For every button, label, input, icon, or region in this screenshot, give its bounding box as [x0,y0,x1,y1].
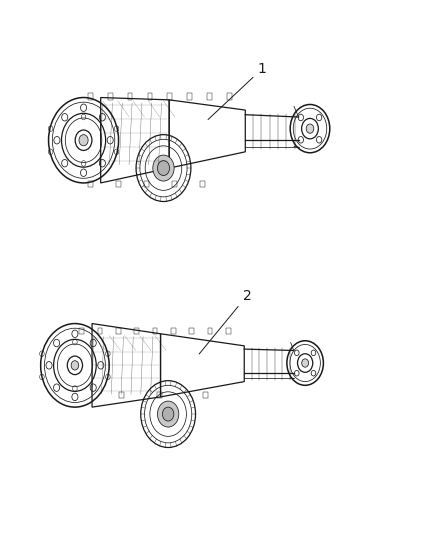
Circle shape [153,155,174,181]
Bar [189,328,194,334]
Bar [108,93,113,100]
Bar [134,328,139,334]
Bar [187,93,192,100]
Circle shape [158,401,179,427]
Bar [116,328,121,334]
Circle shape [306,124,314,133]
Circle shape [157,160,170,175]
Bar [226,328,230,334]
Bar [207,93,212,100]
Bar [200,181,205,187]
Bar [203,392,208,398]
Bar [227,93,232,100]
Bar [171,328,176,334]
Bar [88,181,93,187]
Bar [116,181,121,187]
Circle shape [71,361,79,370]
Bar [157,392,162,398]
Text: 1: 1 [208,62,267,119]
Circle shape [79,135,88,146]
Bar [98,328,102,334]
Bar [167,93,172,100]
Bar [144,181,149,187]
Circle shape [302,359,308,367]
Bar [172,181,177,187]
Bar [119,392,124,398]
Bar [79,328,84,334]
Text: 2: 2 [199,288,251,354]
Bar [153,328,157,334]
Bar [208,328,212,334]
Circle shape [162,407,174,421]
Bar [148,93,152,100]
Bar [128,93,132,100]
Bar [88,93,93,100]
